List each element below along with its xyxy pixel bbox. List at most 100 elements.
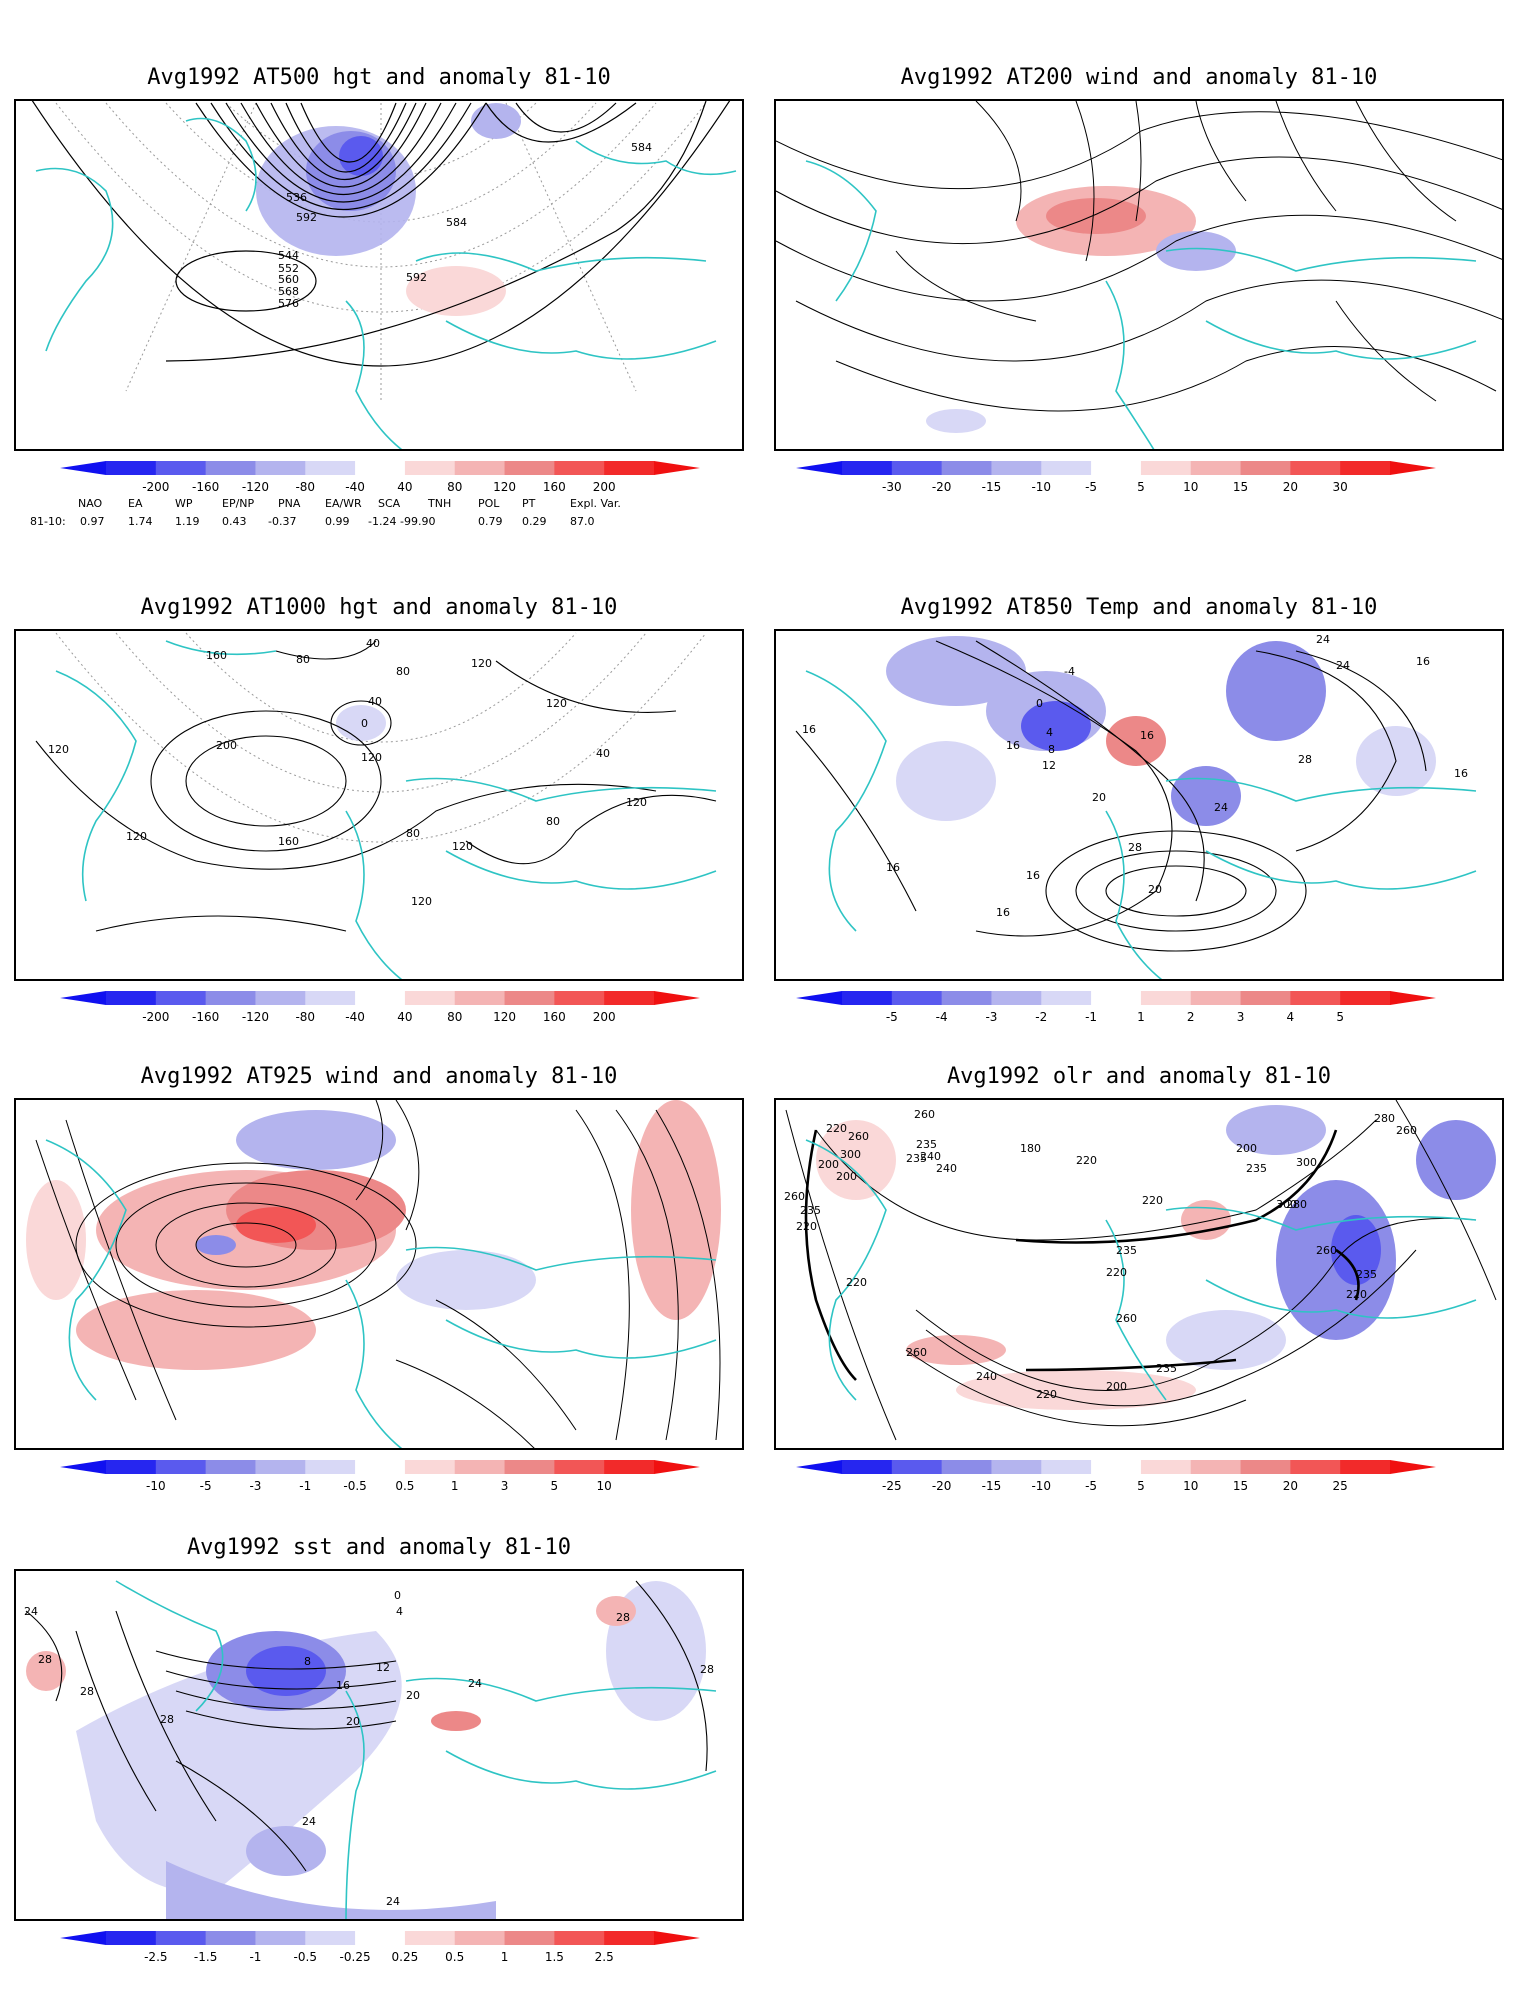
index-name: PNA [278,497,301,510]
index-value: 1.19 [175,515,200,528]
colorbar-swatch [255,1931,306,1945]
contour-label: 28 [616,1611,630,1624]
colorbar-tick-label: 40 [397,480,413,494]
colorbar-high-arrow [654,1931,700,1945]
colorbar-swatch [991,461,1042,475]
contour-labels: 24 28 28 28 8 12 16 20 20 24 28 28 24 24… [24,1589,714,1908]
colorbar-high-arrow [1390,991,1436,1005]
colorbar-tick-label: 1 [450,1479,459,1493]
colorbar-swatch [1041,1460,1092,1474]
colorbar-swatch [1140,461,1192,475]
colorbar-swatch [155,461,207,475]
colorbar-swatch [305,991,356,1005]
colorbar-tick-label: -80 [295,1010,316,1024]
colorbar-high-arrow [654,461,700,475]
index-name: Expl. Var. [570,497,621,510]
contour-label: 180 [1020,1142,1041,1155]
contour-label: 28 [1298,753,1312,766]
colorbar-tick-label: 5 [550,1479,559,1493]
colorbar-swatch [554,1931,605,1945]
index-value: 0.99 [325,515,350,528]
colorbar-tick-label: -1 [1085,1010,1098,1024]
colorbar-tick-label: -30 [882,480,902,494]
contour-label: 220 [846,1276,867,1289]
colorbar-tick-label: -200 [142,1010,170,1024]
graticule [55,632,707,843]
colorbar-swatch [891,991,943,1005]
colorbar-swatches [60,1931,700,1945]
colorbar-tick-label: 3 [500,1479,509,1493]
colorbar-swatch [891,1460,943,1474]
colorbar-swatch [1290,1460,1341,1474]
contour-label: 24 [24,1605,38,1618]
contour-label: 120 [546,697,567,710]
colorbar-tick-label: -2.5 [144,1950,168,1964]
colorbar-swatch [1340,1460,1391,1474]
contour-label: 24 [1214,801,1228,814]
map-200hpa[interactable] [774,99,1504,451]
index-name: EA [128,497,143,510]
colorbar-swatch [205,1460,256,1474]
index-name: EA/WR [325,497,362,510]
contour-label: 24 [468,1677,482,1690]
contour-label: 160 [278,835,299,848]
panel-sst: Avg1992 sst and anomaly 81-10 [0,1480,760,2000]
contour-label: 235 [916,1138,937,1151]
colorbar-swatch [1290,461,1341,475]
colorbar-swatch [155,1460,207,1474]
colorbar-tick-label: -80 [295,480,316,494]
contour-label: 24 [386,1895,400,1908]
map-1000hpa[interactable]: 160 40 80 80 120 40 0 200 120 120 120 40… [14,629,744,981]
contour-label: 20 [1148,883,1162,896]
contour-label: 536 [286,191,307,204]
colorbar-swatch [604,1460,655,1474]
colorbar-tick-label: 5 [1137,1479,1145,1493]
colorbar-swatch [1091,461,1142,475]
colorbar-swatch [1240,991,1291,1005]
colorbar-tick-label: 80 [447,480,463,494]
coastlines [115,1580,717,1919]
map-500hpa[interactable]: 536 544 552 560 568 576 584 584 592 592 [14,99,744,451]
colorbar-tick-label: -3 [985,1010,998,1024]
colorbar-tick-label: -5 [1085,1479,1098,1493]
panel-title: Avg1992 AT1000 hgt and anomaly 81-10 [140,595,618,620]
contour-label: 24 [1316,633,1330,646]
colorbar-swatch [554,991,605,1005]
colorbar-tick-label: -10 [146,1479,166,1493]
colorbar-swatch [554,461,605,475]
colorbar-sst: -2.5 -1.5 -1 -0.5 -0.25 0.25 0.5 1 1.5 2.5 [60,1931,700,1971]
coastlines [45,1139,717,1448]
contour-label: 28 [80,1685,94,1698]
colorbar-tick-label: -160 [192,1010,220,1024]
contour-label: 200 [216,739,237,752]
contour-label: 20 [346,1715,360,1728]
contour-label: 300 [1296,1156,1317,1169]
contour-label: 20 [406,1689,420,1702]
colorbar-tick-label: -200 [142,480,170,494]
colorbar-tick-label: 40 [397,1010,413,1024]
map-925hpa[interactable] [14,1098,744,1450]
colorbar-low-arrow [796,991,842,1005]
colorbar-swatch [842,461,893,475]
contour-label: 4 [396,1605,403,1618]
colorbar-tick-label: -120 [241,1010,270,1024]
colorbar-tick-label: 0.5 [445,1950,465,1964]
index-value: 0.79 [478,515,503,528]
index-value: 0.97 [80,515,105,528]
map-850hpa[interactable]: -4 0 4 8 12 16 16 20 24 28 24 24 28 20 1… [774,629,1504,981]
contour-label: 200 [818,1158,839,1171]
map-sst[interactable]: 24 28 28 28 8 12 16 20 20 24 28 28 24 24… [14,1569,744,1921]
contour-label: 280 [1374,1112,1395,1125]
colorbar-high-arrow [654,991,700,1005]
colorbar-tick-label: -5 [199,1479,212,1493]
contour-label: 220 [1142,1194,1163,1207]
colorbar-swatch [305,1460,356,1474]
colorbar-tick-label: 3 [1236,1010,1245,1024]
map-olr[interactable]: 235 235 220 260 260 200 300 200 260 240 … [774,1098,1504,1450]
index-name: PT [522,497,536,510]
colorbar-swatch [1140,1460,1192,1474]
coastlines [55,640,717,979]
contour-label: 220 [826,1122,847,1135]
contour-label: 80 [406,827,420,840]
colorbar-swatch [355,1931,406,1945]
